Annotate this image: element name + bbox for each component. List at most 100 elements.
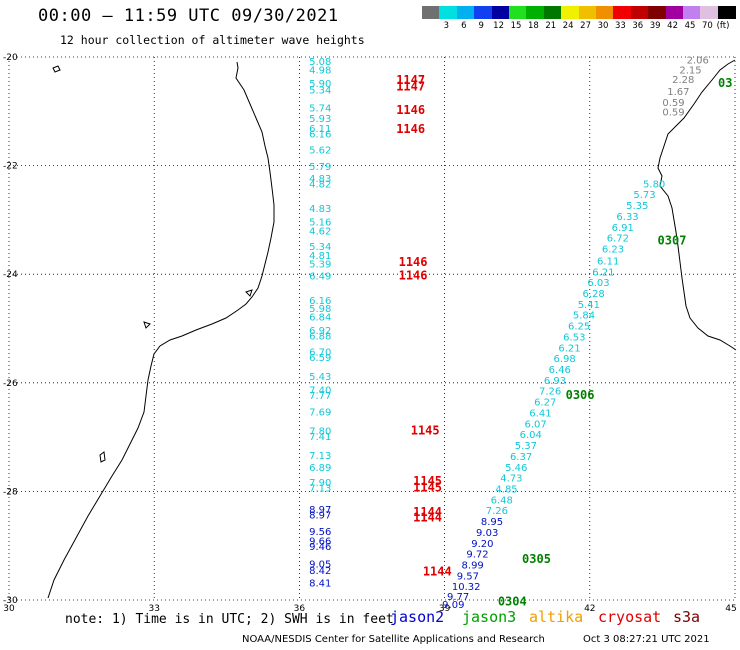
wave-height-value: 1.67: [667, 87, 689, 98]
colorbar-label: 30: [597, 21, 609, 31]
wave-height-value: 5.80: [643, 179, 665, 190]
wave-height-value: 7.13: [309, 451, 331, 462]
wave-height-value: 2.06: [687, 56, 709, 67]
colorbar-label: 3: [443, 21, 450, 31]
longitude-tick-label: 30: [3, 604, 15, 614]
wave-height-value: 7.26: [539, 387, 561, 398]
map-title: 00:00 – 11:59 UTC 09/30/2021: [38, 6, 339, 26]
wave-height-value: 6.21: [558, 343, 580, 354]
satellite-legend-item: jason3: [462, 608, 517, 626]
wave-height-value: 5.43: [309, 372, 331, 383]
latitude-tick-label: -24: [3, 270, 18, 280]
wave-height-value: 6.59: [309, 353, 331, 364]
wave-height-value: 9.77: [447, 592, 469, 603]
wave-height-value: 6.84: [309, 312, 331, 323]
pass-time-label: 1146: [399, 255, 428, 269]
colorbar-swatch: [543, 6, 562, 19]
pass-time-label: 03: [718, 76, 732, 90]
wave-height-value: 6.91: [612, 223, 634, 234]
wave-height-value: 9.46: [309, 542, 331, 553]
wave-height-value: 6.49: [309, 272, 331, 283]
wave-height-value: 5.39: [309, 260, 331, 271]
wave-height-value: 6.98: [554, 354, 576, 365]
wave-height-value: 7.40: [309, 386, 331, 397]
wave-height-value: 5.74: [309, 103, 331, 114]
pass-time-label: 1146: [396, 122, 425, 136]
wave-height-value: 4.82: [309, 179, 331, 190]
wave-height-value: 7.90: [309, 478, 331, 489]
wave-height-value: 0.59: [662, 98, 684, 109]
wave-height-value: 9.66: [309, 537, 331, 548]
colorbar-swatch: [613, 6, 632, 19]
colorbar-label: 12: [493, 21, 504, 31]
longitude-tick-label: 39: [439, 604, 451, 614]
colorbar-swatch: [561, 6, 580, 19]
wave-height-value: 5.84: [573, 311, 595, 322]
pass-time-label: 1145: [413, 474, 442, 488]
wave-height-value: 8.42: [309, 566, 331, 577]
wave-height-value: 7.69: [309, 407, 331, 418]
colorbar-swatch: [630, 6, 649, 19]
wave-height-value: 5.35: [626, 201, 648, 212]
map-subtitle: 12 hour collection of altimeter wave hei…: [60, 33, 365, 47]
wave-height-value: 6.53: [563, 332, 585, 343]
colorbar-label: 24: [562, 21, 574, 31]
wave-height-value: 7.77: [309, 391, 331, 402]
wave-height-value: 7.80: [309, 426, 331, 437]
wave-height-value: 7.26: [486, 506, 508, 517]
wave-height-value: 2.15: [679, 65, 701, 76]
colorbar-swatch: [596, 6, 614, 19]
wave-height-value: 5.41: [578, 300, 600, 311]
wave-height-value: 5.62: [309, 146, 331, 157]
wave-height-value: 4.85: [495, 484, 517, 495]
satellite-legend-item: s3a: [673, 608, 701, 626]
axis-tick-labels: 30 33 36 39 42 45 -20 -22 -24 -26 -28 -30: [3, 53, 737, 614]
wave-height-value: 6.16: [309, 129, 331, 140]
generated-timestamp: Oct 3 08:27:21 UTC 2021: [583, 634, 710, 645]
wave-height-value: 6.23: [602, 244, 624, 255]
longitude-tick-label: 36: [294, 604, 306, 614]
wave-height-value: 9.05: [309, 559, 331, 570]
pass-time-label: 0304: [498, 594, 527, 608]
pass-time-label: 0307: [658, 233, 687, 247]
colorbar-label: 27: [580, 21, 591, 31]
wave-height-value: 5.34: [309, 242, 331, 253]
wave-height-readings: 5.084.985.905.345.745.936.116.165.625.79…: [309, 56, 709, 612]
wave-height-value: 6.11: [597, 256, 619, 267]
colorbar-label: 15: [510, 21, 522, 31]
colorbar-label: 9: [478, 21, 484, 31]
wave-height-value: 6.93: [544, 376, 566, 387]
wave-height-value: 5.93: [309, 114, 331, 125]
colorbar-unit: (ft): [716, 21, 730, 31]
colorbar-swatch: [700, 6, 719, 19]
wave-height-value: 5.08: [309, 57, 331, 68]
wave-height-value: 5.79: [309, 162, 331, 173]
footer-note: note: 1) Time is in UTC; 2) SWH is in fe…: [65, 612, 394, 627]
wave-height-value: 5.16: [309, 217, 331, 228]
inland-lake-1: [245, 289, 253, 297]
madagascar-coastline: [657, 59, 737, 351]
wave-height-value: 5.73: [633, 190, 655, 201]
colorbar-label: 45: [684, 21, 696, 31]
pass-time-label: 0306: [566, 388, 595, 402]
colorbar-swatch: [717, 6, 736, 19]
wave-height-value: 5.98: [309, 304, 331, 315]
wave-height-value: 6.92: [309, 326, 331, 337]
colorbar-label: 42: [667, 21, 678, 31]
longitude-tick-label: 45: [725, 604, 736, 614]
wave-height-value: 5.37: [515, 441, 537, 452]
wave-height-value: 6.21: [592, 267, 614, 278]
pass-time-label: 1146: [399, 269, 428, 283]
colorbar-swatch: [474, 6, 493, 19]
wave-height-value: 5.46: [505, 463, 527, 474]
colorbar-swatch: [648, 6, 667, 19]
wave-height-value: 4.73: [500, 474, 522, 485]
wave-height-value: 4.83: [309, 174, 331, 185]
colorbar-label: 36: [632, 21, 644, 31]
wave-height-value: 8.99: [462, 561, 484, 572]
pass-time-label: 1144: [413, 505, 442, 519]
pass-time-label: 1145: [411, 423, 440, 437]
colorbar-label: 21: [545, 21, 557, 31]
wave-height-value: 9.56: [309, 527, 331, 538]
